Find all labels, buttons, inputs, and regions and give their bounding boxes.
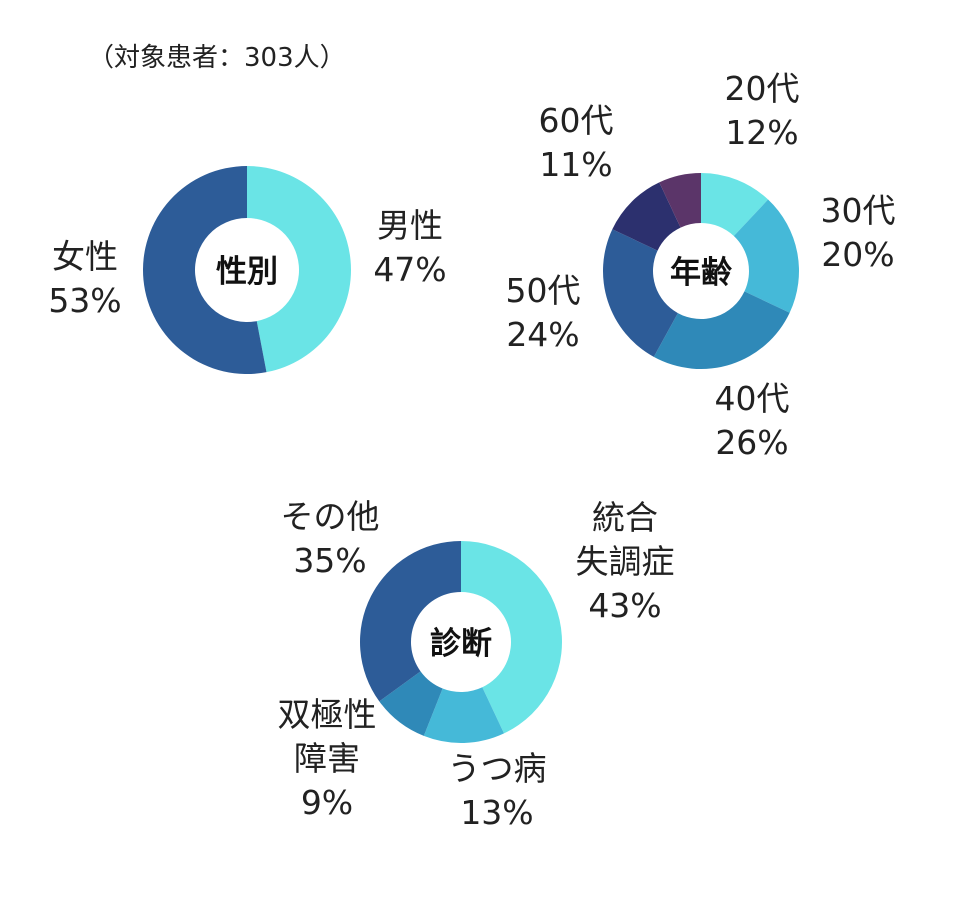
donut-slice (379, 671, 443, 736)
slice-label: 双極性障害 9% (278, 695, 377, 822)
patient-count-note: （対象患者：303人） (88, 43, 346, 73)
donut-slice (733, 199, 799, 313)
slice-label: 20代 12% (725, 69, 800, 152)
slice-label: うつ病 13% (448, 749, 547, 832)
slice-label: 30代 20% (821, 191, 896, 274)
slice-label: 男性 47% (373, 206, 446, 289)
donut-slice (360, 541, 461, 702)
slice-label: 統合失調症 43% (576, 498, 675, 625)
donut-chart-3: 統合失調症 43% うつ病 13% 双極性障害 9% その他 35% 診断 (278, 497, 675, 832)
donut-slice (603, 229, 678, 357)
donut-slice (653, 291, 790, 369)
donut-chart-2: 20代 12% 30代 20% 40代 26% 50代 24% 60代 11% 年齢 (506, 69, 896, 462)
slice-label: 女性 53% (48, 237, 121, 320)
donut-slice (423, 687, 505, 743)
donut-center-label: 診断 (430, 626, 492, 662)
donut-chart-1: 男性 47% 女性 53% 性別 (48, 166, 447, 374)
donut-charts: 男性 47% 女性 53% 性別 20代 12% 30代 20% 40代 26% 50代 24% 60代 1… (48, 69, 895, 832)
slice-label: その他 35% (281, 497, 380, 580)
donut-slice (612, 182, 681, 251)
donut-center-label: 年齢 (670, 255, 732, 291)
slice-label: 50代 24% (506, 271, 581, 354)
slice-label: 40代 26% (715, 379, 790, 462)
donut-slice (247, 166, 352, 373)
donut-slice (659, 173, 701, 228)
donut-slice (461, 541, 562, 734)
donut-slice (701, 173, 769, 237)
slice-label: 60代 11% (539, 101, 614, 184)
donut-center-label: 性別 (216, 254, 278, 290)
donut-slice (143, 166, 267, 374)
